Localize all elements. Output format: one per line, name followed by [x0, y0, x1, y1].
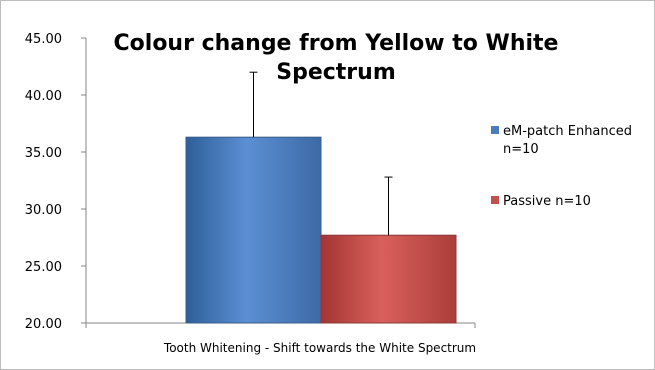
legend-swatch-series-2	[491, 196, 499, 204]
y-tick-label: 30.00	[25, 203, 62, 218]
chart-title-line1: Colour change from Yellow to White	[114, 31, 559, 56]
legend: eM-patch Enhanced n=10 Passive n=10	[491, 124, 632, 209]
legend-label-series-1-line1: eM-patch Enhanced	[503, 124, 632, 139]
x-axis-label: Tooth Whitening - Shift towards the Whit…	[163, 341, 476, 355]
bar-series-1	[185, 136, 322, 324]
y-tick-label: 45.00	[25, 32, 62, 47]
y-tick-labels: 20.00 25.00 30.00 35.00 40.00 45.00	[25, 32, 62, 332]
bars	[185, 136, 457, 324]
y-tick-label: 20.00	[25, 317, 62, 332]
error-bars	[249, 71, 393, 236]
legend-label-series-1-line2: n=10	[503, 142, 539, 157]
legend-swatch-series-1	[491, 126, 499, 134]
y-tick-label: 35.00	[25, 146, 62, 161]
bar-series-2	[320, 234, 457, 324]
legend-label-series-2: Passive n=10	[503, 194, 591, 209]
y-tick-label: 25.00	[25, 260, 62, 275]
chart-title-line2: Spectrum	[276, 60, 396, 85]
y-tick-label: 40.00	[25, 89, 62, 104]
